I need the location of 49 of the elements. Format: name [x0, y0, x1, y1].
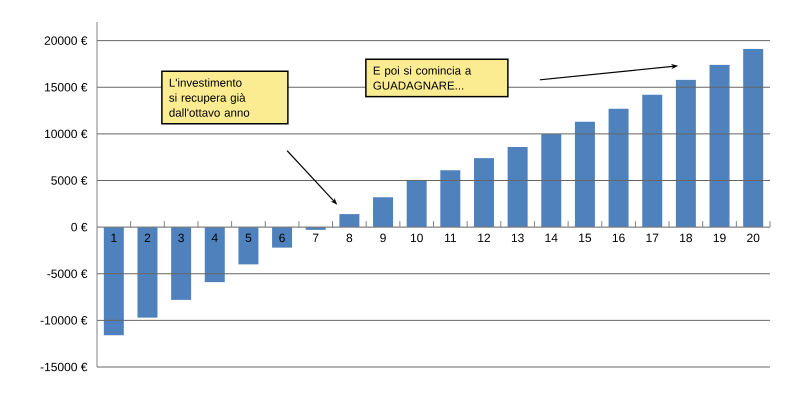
x-tick-label: 19: [714, 234, 726, 242]
x-tick-label: 13: [512, 234, 524, 242]
bar: [642, 94, 662, 228]
bar: [710, 64, 730, 228]
x-tick-label: 18: [680, 234, 692, 242]
x-tick-label: 7: [313, 234, 318, 242]
bar: [743, 49, 764, 228]
x-tick-label: 4: [212, 234, 218, 242]
annotation: E poi si comincia a GUADAGNARE...: [373, 66, 472, 90]
x-tick-label: 17: [646, 234, 658, 242]
annotation: L'investimento si recupera già dall'ottavo anno: [169, 78, 250, 117]
x-tick-label: 6: [279, 234, 285, 242]
x-tick-label: 1: [111, 234, 117, 242]
y-tick-label: -15000 €: [40, 362, 88, 372]
x-tick-label: 9: [380, 234, 386, 242]
x-tick-label: 3: [178, 234, 184, 242]
bar: [608, 108, 629, 228]
x-tick-label: 16: [612, 234, 625, 242]
y-tick-label: 5000 €: [51, 176, 88, 185]
bar: [406, 180, 427, 228]
bar: [676, 80, 696, 228]
x-tick-label: 5: [246, 234, 252, 242]
bar: [104, 227, 124, 336]
bar: [339, 214, 360, 228]
x-tick-label: 14: [546, 234, 558, 242]
x-tick-label: 2: [144, 234, 150, 242]
bar: [238, 227, 258, 264]
y-tick-label: -10000 €: [40, 316, 88, 325]
y-tick-label: 20000 €: [44, 36, 88, 45]
y-tick-label: -5000 €: [47, 270, 88, 278]
bar: [574, 122, 595, 228]
bar: [508, 146, 528, 228]
bar: [204, 227, 225, 282]
y-tick-label: 0 €: [71, 222, 88, 232]
x-tick-label: 12: [478, 234, 490, 242]
x-tick-label: 8: [346, 234, 352, 242]
bar: [137, 227, 158, 318]
x-tick-label: 20: [747, 234, 760, 242]
x-tick-label: 11: [445, 234, 456, 242]
bar: [373, 197, 394, 228]
bar: [440, 170, 460, 228]
x-tick-label: 10: [410, 234, 423, 242]
bar: [541, 134, 562, 228]
bar: [171, 227, 192, 300]
bar: [272, 227, 292, 248]
x-tick-label: 15: [579, 234, 592, 242]
y-tick-label: 10000 €: [45, 130, 88, 138]
y-tick-label: 15000 €: [45, 83, 88, 92]
bar: [474, 158, 494, 228]
